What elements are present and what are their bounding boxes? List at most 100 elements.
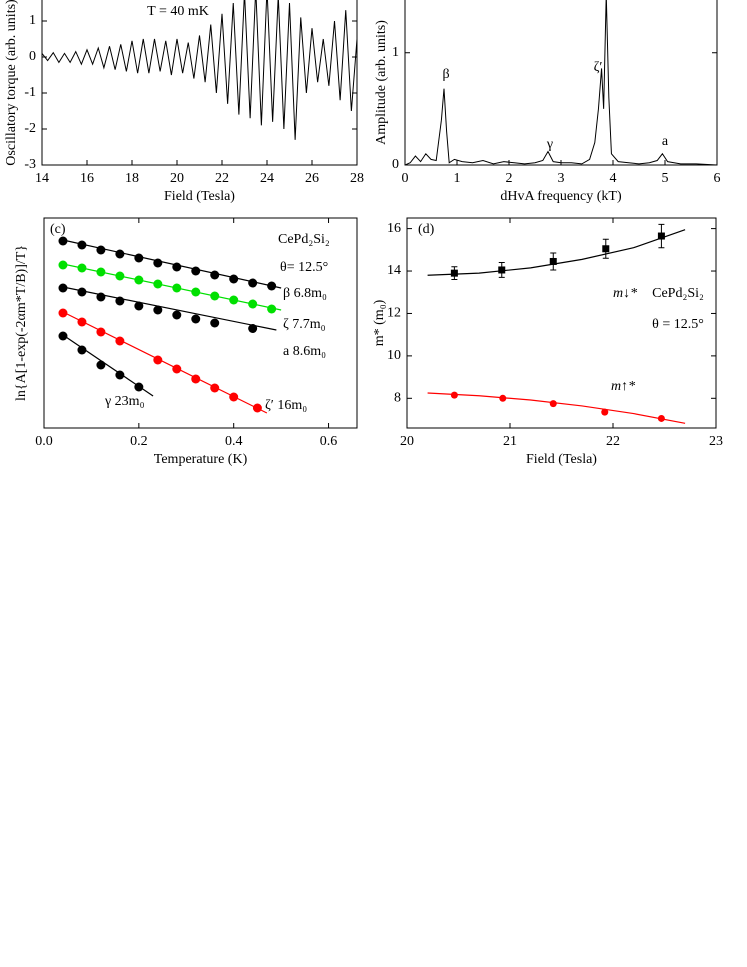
data-point	[58, 260, 68, 270]
data-point	[498, 266, 506, 274]
data-point	[115, 370, 125, 380]
data-point	[191, 287, 201, 297]
data-point	[229, 295, 239, 305]
y-axis-label: Amplitude (arb. units)	[374, 20, 389, 145]
data-point	[96, 245, 106, 255]
x-axis-label: Field (Tesla)	[526, 452, 597, 467]
data-point	[77, 345, 87, 355]
y-tick-label: -2	[24, 121, 36, 136]
data-point	[77, 240, 87, 250]
data-point	[153, 279, 163, 289]
x-tick-label: 20	[170, 171, 184, 186]
y-tick-label: 0	[29, 49, 36, 64]
y-tick-label: 1	[392, 45, 399, 60]
fit-line	[427, 392, 686, 424]
annotation: (c)	[50, 222, 66, 237]
data-point	[248, 278, 258, 288]
x-tick-label: 26	[305, 171, 319, 186]
data-point	[601, 408, 609, 416]
data-point	[77, 287, 87, 297]
x-tick-label: 0	[402, 171, 409, 186]
data-point	[267, 281, 277, 291]
data-point	[77, 263, 87, 273]
annotation: ζ′	[594, 60, 603, 75]
data-point	[58, 308, 68, 318]
x-tick-label: 0.6	[320, 434, 338, 449]
data-point	[210, 270, 220, 280]
data-point	[134, 275, 144, 285]
data-point	[96, 327, 106, 337]
data-layer	[58, 236, 282, 414]
fit-line	[62, 286, 277, 331]
data-point	[96, 292, 106, 302]
fit-line	[62, 239, 282, 289]
data-point	[499, 394, 507, 402]
data-point	[153, 355, 163, 365]
x-axis-label: dHvA frequency (kT)	[500, 189, 622, 204]
data-point	[229, 392, 239, 402]
data-point	[172, 283, 182, 293]
annotation: (d)	[418, 222, 435, 237]
data-point	[115, 249, 125, 259]
series-label: ζ 7.7m₀	[283, 317, 326, 332]
x-tick-label: 6	[714, 171, 721, 186]
x-tick-label: 4	[610, 171, 617, 186]
y-tick-label: 12	[387, 306, 401, 321]
data-point	[267, 304, 277, 314]
plot-frame	[406, 217, 717, 429]
x-tick-label: 0.0	[35, 434, 53, 449]
data-point	[115, 271, 125, 281]
x-tick-label: 1	[454, 171, 461, 186]
x-tick-label: 22	[606, 434, 620, 449]
y-axis-label: m* (m₀)	[372, 299, 387, 346]
x-tick-label: 14	[35, 171, 49, 186]
data-point	[210, 291, 220, 301]
data-point	[134, 301, 144, 311]
data-layer	[427, 223, 686, 424]
annotation: θ= 12.5°	[280, 260, 328, 275]
data-point	[248, 324, 258, 333]
data-point	[172, 310, 182, 320]
data-point	[96, 360, 106, 370]
data-layer	[405, 0, 717, 165]
y-tick-label: 1	[29, 13, 36, 28]
x-tick-label: 23	[709, 434, 723, 449]
data-point	[58, 331, 68, 341]
data-point	[191, 314, 201, 324]
series-label: a 8.6m₀	[283, 344, 326, 359]
data-point	[229, 274, 239, 284]
annotation: γ	[546, 137, 553, 152]
series-label: γ 23m₀	[104, 394, 145, 409]
data-point	[450, 269, 458, 277]
panel: 0 1 2 3 4 5 6 0 1 dHvA frequency (kT) Amplitude (a…	[374, 0, 721, 204]
plot-frame	[41, 0, 358, 166]
data-point	[191, 374, 201, 384]
y-tick-label: 8	[394, 391, 401, 406]
data-point	[134, 382, 144, 392]
x-tick-label: 5	[662, 171, 669, 186]
x-axis-label: Field (Tesla)	[164, 189, 235, 204]
y-axis-label: ln{A[1-exp(-2αm*T/B)]/T}	[14, 245, 29, 401]
data-point	[549, 257, 557, 265]
fit-line	[427, 229, 686, 276]
annotation: a	[662, 134, 669, 149]
x-tick-label: 16	[80, 171, 94, 186]
y-tick-label: 10	[387, 348, 401, 363]
data-point	[115, 336, 125, 346]
panel: 0.0 0.2 0.4 0.6 Temperature (K) ln{A[1-exp(-2…	[14, 217, 358, 467]
annotation: T = 40 mK	[147, 4, 209, 19]
annotation: CePd₂Si₂	[652, 286, 704, 301]
annotation: θ = 12.5°	[652, 317, 704, 332]
data-point	[77, 317, 87, 327]
annotation: β	[442, 67, 449, 82]
panel: 20 21 22 23 8 10 12 14 16 Field (Tesla) m* (m₀) (d)…	[372, 217, 723, 467]
series-label: m↓*	[613, 286, 637, 301]
data-line	[42, 0, 357, 140]
y-tick-label: 16	[387, 221, 401, 236]
x-tick-label: 3	[558, 171, 565, 186]
data-point	[210, 318, 220, 328]
data-point	[602, 245, 610, 253]
panel: 14 16 18 20 22 24 26 28 -3 -2 -1 0 1 Field (Tesla) Osc…	[4, 0, 364, 204]
y-tick-label: 0	[392, 157, 399, 172]
y-axis-label: Oscillatory torque (arb. units)	[4, 0, 19, 166]
